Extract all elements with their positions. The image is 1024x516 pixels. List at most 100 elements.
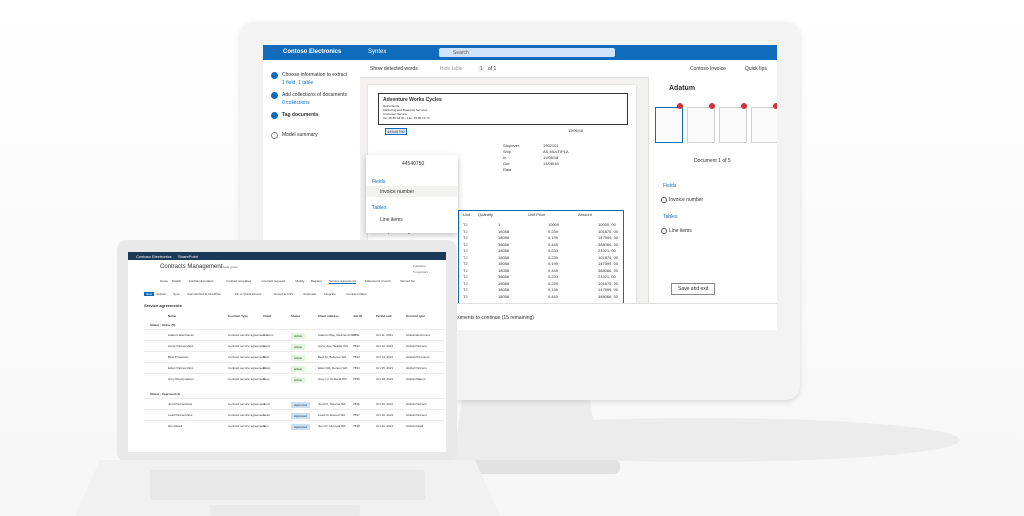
row-cell: Approved bbox=[291, 413, 310, 419]
table-cell: 0,199 bbox=[548, 287, 559, 292]
pager: Document 1 of 5 bbox=[694, 158, 731, 164]
row-cell: Approved bbox=[291, 402, 310, 408]
table-cell: 1 bbox=[498, 222, 501, 227]
popup-field[interactable]: Invoice number bbox=[380, 189, 415, 195]
table-cell: 0,199 bbox=[548, 235, 559, 240]
table-cell: TJ bbox=[463, 241, 468, 247]
info-cell: 11/08/18 bbox=[543, 155, 559, 160]
thumbnail-badge bbox=[709, 103, 715, 109]
table-cell: 0,239 bbox=[548, 280, 559, 286]
row-cell: 7896 bbox=[353, 402, 360, 406]
command[interactable]: Export to CSV bbox=[274, 292, 294, 296]
table-cell: 101875, 00 bbox=[598, 280, 619, 286]
step-dot bbox=[271, 132, 278, 139]
step-dot bbox=[271, 92, 278, 99]
table-cell: 0,239 bbox=[548, 228, 559, 234]
command[interactable]: Sync bbox=[173, 292, 180, 296]
top-bar: Contoso Electronics Syntex Search bbox=[263, 45, 777, 60]
laptop-brand: Contoso Electronics bbox=[136, 254, 172, 259]
row-cell: 7894 bbox=[353, 366, 360, 370]
steps-panel: Choose information to extract 1 field, 1 … bbox=[263, 60, 360, 303]
row-cell: Global Partners bbox=[406, 344, 427, 348]
site-name: Contracts Management bbox=[160, 264, 223, 270]
table-cell: 0,233 bbox=[548, 248, 559, 253]
tab[interactable]: Modify bbox=[295, 279, 305, 283]
table-cell: 18058 bbox=[498, 248, 510, 253]
tab[interactable]: Statements of work bbox=[364, 279, 391, 283]
tab[interactable]: Record list bbox=[400, 279, 415, 283]
header-box bbox=[378, 93, 628, 125]
row-cell: Oct 21, 2021 bbox=[376, 424, 394, 428]
command[interactable]: Pin to Quick access bbox=[234, 292, 262, 296]
page-number[interactable]: 1 bbox=[478, 66, 485, 72]
step-title: Model summary bbox=[282, 132, 318, 138]
command[interactable]: Contract status bbox=[346, 292, 367, 296]
tab[interactable]: Contract requests bbox=[261, 279, 286, 283]
tab[interactable]: Home bbox=[160, 279, 169, 283]
column-header: Client bbox=[263, 314, 272, 318]
command[interactable]: Integrate bbox=[323, 292, 336, 296]
row-cell: Jund bbox=[263, 402, 270, 406]
step-title: Add collections of documents bbox=[282, 92, 348, 98]
panel-field[interactable]: Invoice number bbox=[669, 197, 704, 203]
table-cell: 18058 bbox=[498, 235, 510, 240]
search-box[interactable]: Search bbox=[439, 48, 615, 57]
table-cell: 23321, 00 bbox=[598, 248, 616, 253]
show-words[interactable]: Show detected words bbox=[370, 66, 418, 72]
laptop-top-bar: Contoso Electronics SharePoint bbox=[128, 252, 446, 260]
row-cell: Contract service agreement bbox=[228, 413, 265, 417]
search-placeholder: Search bbox=[453, 50, 469, 56]
column-header: Period end bbox=[376, 314, 392, 318]
row-cell: Contract service agreement bbox=[228, 424, 265, 428]
column-header: Amount bbox=[578, 212, 592, 217]
model-name: Contoso Invoice bbox=[690, 66, 726, 72]
command[interactable]: Add shortcut to OneDrive bbox=[187, 292, 221, 296]
row-line bbox=[144, 373, 444, 374]
row-cell: Global Partners bbox=[406, 413, 427, 417]
row-cell: 7891 bbox=[353, 333, 360, 337]
command[interactable]: New bbox=[144, 292, 155, 296]
thumbnail[interactable] bbox=[655, 107, 683, 143]
row-cell: 7893 bbox=[353, 355, 360, 359]
panel-fields: Fields bbox=[663, 183, 677, 189]
info-cell: Rate bbox=[503, 167, 512, 172]
row-cell: Grey Readymakers bbox=[168, 377, 194, 381]
row-cell: Oct 18, 2021 bbox=[376, 377, 394, 381]
thumbnail[interactable] bbox=[687, 107, 715, 143]
row-line bbox=[144, 362, 444, 363]
hide-table[interactable]: Hide table bbox=[440, 66, 463, 72]
row-cell: Eiden bbox=[263, 366, 271, 370]
column-header: Client address bbox=[318, 314, 339, 318]
quick-tips[interactable]: Quick tips bbox=[745, 66, 767, 72]
panel-table[interactable]: Line items bbox=[669, 228, 692, 234]
row-cell: 7897 bbox=[353, 413, 360, 417]
command[interactable]: Automate bbox=[303, 292, 317, 296]
table-cell: 23321, 00 bbox=[598, 274, 616, 279]
tab[interactable]: Contract templates bbox=[226, 279, 252, 283]
table-cell: TJ bbox=[463, 267, 468, 273]
table-cell: 101875, 00 bbox=[598, 228, 619, 234]
tab[interactable]: Details bbox=[171, 279, 181, 283]
tab[interactable]: Confidential status bbox=[188, 279, 214, 283]
thumbnail[interactable] bbox=[751, 107, 777, 143]
table-cell: 388066, 00 bbox=[598, 267, 619, 273]
row-cell: Adatum Electronics bbox=[168, 333, 194, 337]
save-button[interactable]: Save and exit bbox=[671, 283, 716, 295]
thumbnail[interactable] bbox=[719, 107, 747, 143]
row-cell: Ikon Retail bbox=[168, 424, 183, 428]
table-cell: 18058 bbox=[498, 261, 510, 266]
tab[interactable]: Service agreements bbox=[329, 279, 356, 284]
tag-popup: 44540750 Fields Invoice number Tables Li… bbox=[366, 155, 458, 233]
row-cell: Ikon bbox=[263, 424, 269, 428]
page-count: of 1 bbox=[488, 66, 497, 72]
tab[interactable]: Register bbox=[310, 279, 322, 283]
table-cell: 18058 bbox=[498, 254, 510, 260]
table-cell: TJ bbox=[463, 287, 468, 292]
follow[interactable]: Following bbox=[413, 264, 426, 268]
row-cell: Global Provisions bbox=[406, 355, 430, 359]
popup-table[interactable]: Line items bbox=[380, 217, 403, 223]
group-header: Status : Approved (4) bbox=[150, 392, 181, 396]
command[interactable]: Upload bbox=[156, 292, 166, 296]
thumbnail-badge bbox=[773, 103, 777, 109]
